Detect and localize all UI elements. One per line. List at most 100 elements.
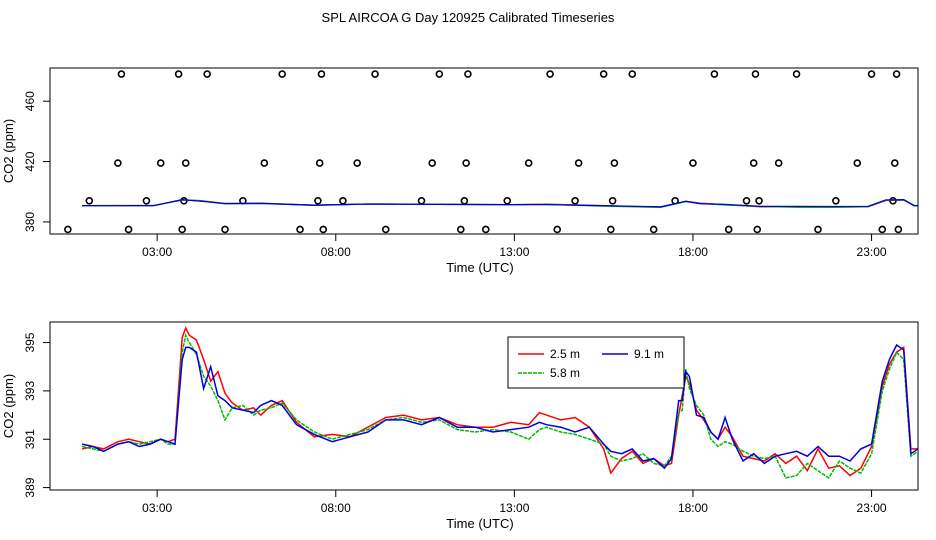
legend-box xyxy=(507,336,685,389)
scatter-point xyxy=(628,70,637,78)
scatter-point xyxy=(260,159,269,167)
x-tick-label: 13:00 xyxy=(499,501,529,515)
scatter-point xyxy=(481,225,490,234)
scatter-point xyxy=(85,197,94,205)
scatter-point xyxy=(462,159,470,167)
scatter-point xyxy=(878,225,887,234)
scatter-point xyxy=(792,70,801,78)
scatter-point xyxy=(503,197,512,205)
scatter-point xyxy=(892,70,901,78)
plot-frame xyxy=(49,321,919,491)
scatter-point xyxy=(599,70,608,78)
x-axis: 03:00 08:00 13:00 18:00 23:00 xyxy=(142,234,887,259)
scatter-point xyxy=(428,159,437,167)
x-axis-title: Time (UTC) xyxy=(446,516,513,531)
legend-label: 5.8 m xyxy=(550,366,580,380)
scatter-point xyxy=(117,70,126,78)
scatter-point xyxy=(156,159,165,167)
scatter-point xyxy=(178,225,186,234)
scatter-point xyxy=(832,197,840,205)
y-tick-label: 460 xyxy=(23,91,37,111)
scatter-point xyxy=(524,159,533,167)
y-tick-label: 380 xyxy=(23,212,37,232)
scatter-point xyxy=(314,197,322,205)
x-tick-label: 18:00 xyxy=(678,501,708,515)
scatter-point xyxy=(317,70,326,78)
scatter-point xyxy=(742,197,751,205)
scatter-point xyxy=(124,225,133,234)
scatter-point xyxy=(114,159,122,167)
series-line-91m xyxy=(81,343,918,470)
y-axis-title: CO2 (ppm) xyxy=(1,119,16,183)
series-line-58m xyxy=(81,333,918,479)
panel-top: 03:00 08:00 13:00 18:00 23:00 Time (UTC) 380 42… xyxy=(1,67,919,275)
scatter-point xyxy=(649,225,658,234)
legend: 2.5 m 5.8 m 9.1 m xyxy=(507,336,685,389)
y-tick-label: 391 xyxy=(23,429,37,449)
scatter-point xyxy=(221,225,229,234)
scatter-point xyxy=(751,70,760,78)
chart-title: SPL AIRCOA G Day 120925 Calibrated Times… xyxy=(322,10,615,25)
scatter-point xyxy=(546,70,554,78)
scatter-point xyxy=(571,197,579,205)
x-tick-label: 08:00 xyxy=(321,245,351,259)
series-line-25m xyxy=(81,326,918,477)
x-tick-label: 03:00 xyxy=(142,245,172,259)
scatter-point xyxy=(749,159,758,167)
scatter-point xyxy=(174,70,183,78)
scatter-point xyxy=(753,225,762,234)
y-tick-label: 393 xyxy=(23,381,37,401)
y-axis: 380 420 460 xyxy=(23,91,50,232)
x-tick-label: 23:00 xyxy=(857,245,887,259)
scatter-point xyxy=(689,159,697,167)
scatter-point xyxy=(610,159,619,167)
scatter-point xyxy=(278,70,286,78)
scatter-point xyxy=(464,70,472,78)
scatter-point xyxy=(867,70,876,78)
x-tick-label: 13:00 xyxy=(499,245,529,259)
scatter-point xyxy=(460,197,469,205)
scatter-point xyxy=(142,197,151,205)
series-line-91m xyxy=(82,199,918,208)
scatter-point xyxy=(353,159,361,167)
scatter-point xyxy=(853,159,862,167)
scatter-point xyxy=(339,197,347,205)
scatter-point xyxy=(315,159,324,167)
scatter-point xyxy=(608,197,617,205)
scatter-point xyxy=(180,197,188,205)
panel-bottom: 03:00 08:00 13:00 18:00 23:00 Time (UTC) 389 39… xyxy=(1,321,919,531)
plot-frame xyxy=(49,67,919,235)
scatter-point xyxy=(64,225,72,234)
x-tick-label: 03:00 xyxy=(142,501,172,515)
scatter-point xyxy=(553,225,562,234)
y-tick-label: 389 xyxy=(23,477,37,497)
scatter-point xyxy=(296,225,304,234)
plot-area xyxy=(64,70,918,234)
scatter-point xyxy=(894,225,903,234)
x-tick-label: 08:00 xyxy=(321,501,351,515)
legend-label: 9.1 m xyxy=(634,347,664,361)
scatter-point xyxy=(607,225,615,234)
y-tick-label: 395 xyxy=(23,332,37,352)
scatter-point xyxy=(181,159,190,167)
scatter-point xyxy=(890,159,899,167)
legend-label: 2.5 m xyxy=(550,347,580,361)
scatter-point xyxy=(710,70,719,78)
scatter-point xyxy=(755,197,763,205)
scatter-point xyxy=(203,70,211,78)
y-axis-title: CO2 (ppm) xyxy=(1,374,16,438)
scatter-point xyxy=(774,159,783,167)
scatter-point xyxy=(435,70,444,78)
scatter-point xyxy=(371,70,379,78)
scatter-point xyxy=(814,225,822,234)
x-axis-title: Time (UTC) xyxy=(446,260,513,275)
plot-area xyxy=(81,326,918,479)
scatter-point xyxy=(724,225,733,234)
scatter-point xyxy=(574,159,583,167)
x-tick-label: 23:00 xyxy=(857,501,887,515)
y-tick-label: 420 xyxy=(23,151,37,171)
scatter-point xyxy=(456,225,465,234)
x-tick-label: 18:00 xyxy=(678,245,708,259)
x-axis: 03:00 08:00 13:00 18:00 23:00 xyxy=(142,490,887,515)
